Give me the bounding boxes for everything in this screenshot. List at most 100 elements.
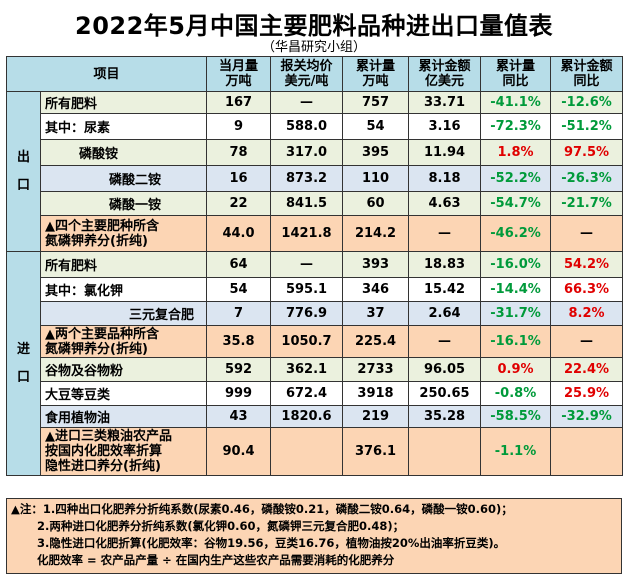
cell-cum-qty: 376.1 [342,427,410,476]
cell-price: 776.9 [270,301,344,326]
export-row: 其中：尿素 9 588.0 54 3.16 -72.3% -51.2% [7,113,624,140]
page-title: 2022年5月中国主要肥料品种进出口量值表 [75,12,553,40]
cell-month-qty: 999 [206,381,272,406]
cell-month-qty: 592 [206,357,272,382]
cell-amt-yoy: 54.2% [550,251,624,278]
header-item: 项目 [5,56,208,92]
cell-cum-qty: 60 [342,191,410,216]
cell-amt-yoy: -51.2% [550,113,624,140]
page-subtitle: （华昌研究小组） [261,40,366,55]
row-item-label: 所有肥料 [39,251,208,278]
cell-cum-qty: 2733 [342,357,410,382]
header-cum-amt-yoy: 累计金额 同比 [550,56,624,92]
cell-amt-yoy: 66.3% [550,277,624,302]
cell-amt-yoy: -26.3% [550,165,624,192]
cell-price: 1050.7 [270,325,344,358]
row-item-label: 磷酸二铵 [39,165,208,192]
cell-cum-qty: 37 [342,301,410,326]
export-row: 出 口所有肥料 167—757 33.71 -41.1% -12.6% [6,91,624,252]
cell-qty-yoy: -31.7% [480,301,552,326]
cell-price: 1421.8 [270,215,344,252]
cell-cum-qty: 219 [342,405,410,428]
import-row: ▲两个主要品种所含 氮磷钾养分(折纯) 35.8 1050.7 225.4— -16.1… [7,325,624,358]
cell-qty-yoy: -16.0% [480,251,552,278]
cell-cum-amt [408,427,482,476]
header-price: 报关均价 美元/吨 [270,56,344,92]
export-row: 磷酸铵 78 317.0 395 11.94 1.8% 97.5% [7,139,624,166]
cell-month-qty: 54 [206,277,272,302]
cell-month-qty: 35.8 [206,325,272,358]
cell-qty-yoy: -72.3% [480,113,552,140]
export-row: 磷酸一铵 22 841.5 60 4.63 -54.7% -21.7% [7,191,624,216]
cell-amt-yoy: -32.9% [550,405,624,428]
cell-month-qty: 44.0 [206,215,272,252]
cell-price: 595.1 [270,277,344,302]
export-section-label: 出 口 [6,91,41,252]
cell-month-qty: 16 [206,165,272,192]
cell-price: — [270,91,344,114]
cell-qty-yoy: -0.8% [480,381,552,406]
cell-qty-yoy: -41.1% [480,91,552,114]
cell-cum-qty: 395 [342,139,410,166]
export-row: 磷酸二铵 16 873.2 110 8.18 -52.2% -26.3% [7,165,624,192]
footnote-line-2: 2.两种进口化肥养分折纯系数(氯化钾0.60，氮磷钾三元复合肥0.48)； [37,519,405,533]
cell-cum-amt: 4.63 [408,191,482,216]
cell-price: 317.0 [270,139,344,166]
cell-qty-yoy: 1.8% [480,139,552,166]
cell-month-qty: 9 [206,113,272,140]
cell-price [270,427,344,476]
export-row: ▲四个主要肥种所含 氮磷钾养分(折纯) 44.0 1421.8 214.2— -46.2… [7,215,624,252]
import-row: ▲进口三类粮油农产品 按国内化肥效率折算 隐性进口养分(折纯) 90.4 376.1… [7,427,624,476]
row-item-label: ▲进口三类粮油农产品 按国内化肥效率折算 隐性进口养分(折纯) [39,427,208,476]
cell-cum-qty: 393 [342,251,410,278]
cell-cum-amt: 2.64 [408,301,482,326]
cell-cum-qty: 346 [342,277,410,302]
cell-price: 841.5 [270,191,344,216]
cell-cum-amt: 250.65 [408,381,482,406]
cell-price: 1820.6 [270,405,344,428]
cell-price: 672.4 [270,381,344,406]
cell-amt-yoy [550,427,624,476]
cell-amt-yoy: -12.6% [550,91,624,114]
cell-month-qty: 22 [206,191,272,216]
cell-amt-yoy: 22.4% [550,357,624,382]
import-row: 食用植物油 43 1820.6 219 35.28 -58.5% -32.9% [7,405,624,428]
import-row: 进 口所有肥料 64—393 18.83 -16.0% 54.2% [6,251,624,476]
footnote-line-4: 化肥效率 = 农产品产量 ÷ 在国内生产这些农产品需要消耗的化肥养分 [37,553,395,567]
header-cum-amt: 累计金额 亿美元 [408,56,482,92]
cell-amt-yoy: 25.9% [550,381,624,406]
row-item-label: 磷酸一铵 [39,191,208,216]
cell-cum-qty: 214.2 [342,215,410,252]
cell-cum-amt: 33.71 [408,91,482,114]
cell-price: — [270,251,344,278]
cell-qty-yoy: -46.2% [480,215,552,252]
cell-cum-qty: 757 [342,91,410,114]
cell-qty-yoy: -58.5% [480,405,552,428]
cell-month-qty: 78 [206,139,272,166]
cell-qty-yoy: -1.1% [480,427,552,476]
cell-cum-qty: 54 [342,113,410,140]
cell-price: 362.1 [270,357,344,382]
cell-cum-amt: 18.83 [408,251,482,278]
row-item-label: ▲四个主要肥种所含 氮磷钾养分(折纯) [39,215,208,252]
footnote-line-3: 3.隐性进口化肥折算(化肥效率：谷物19.56，豆类16.76，植物油按20%出… [37,536,506,550]
import-section-label: 进 口 [6,251,41,476]
cell-qty-yoy: -14.4% [480,277,552,302]
cell-cum-amt: 15.42 [408,277,482,302]
cell-cum-amt: — [408,215,482,252]
row-item-label: ▲两个主要品种所含 氮磷钾养分(折纯) [39,325,208,358]
header-month-qty: 当月量 万吨 [206,56,272,92]
cell-price: 873.2 [270,165,344,192]
cell-month-qty: 90.4 [206,427,272,476]
cell-qty-yoy: 0.9% [480,357,552,382]
cell-cum-amt: 35.28 [408,405,482,428]
row-item-label: 所有肥料 [39,91,208,114]
trade-table: 项目 当月量 万吨 报关均价 美元/吨 累计量 万吨 累计金额 亿美元 累计量 … [5,56,624,476]
cell-qty-yoy: -54.7% [480,191,552,216]
cell-cum-qty: 225.4 [342,325,410,358]
cell-amt-yoy: -21.7% [550,191,624,216]
cell-price: 588.0 [270,113,344,140]
row-item-label: 其中：氯化钾 [39,277,208,302]
import-row: 其中：氯化钾 54 595.1 346 15.42 -14.4% 66.3% [7,277,624,302]
import-row: 三元复合肥 7 776.9 37 2.64 -31.7% 8.2% [7,301,624,326]
